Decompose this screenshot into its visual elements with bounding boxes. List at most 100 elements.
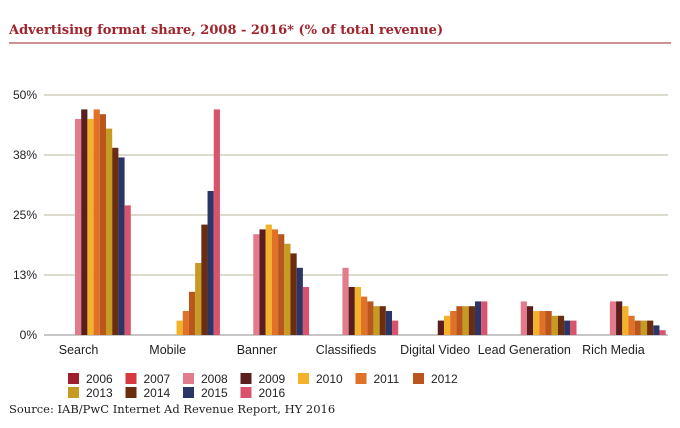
- bars: [75, 109, 666, 336]
- bar-banner-2015: [296, 267, 303, 335]
- legend-swatch: [183, 373, 194, 384]
- legend-item-2013: 2013: [68, 386, 113, 400]
- legend-swatch: [240, 373, 252, 384]
- bar-rich-media-2010: [622, 306, 629, 335]
- bar-digital-video-2010: [443, 315, 451, 335]
- y-tick-label: 25%: [13, 208, 37, 222]
- bar-search-2010: [87, 119, 94, 335]
- legend-item-2011: 2011: [355, 372, 400, 386]
- legend-swatch: [68, 387, 79, 398]
- bar-lead-generation-2016: [570, 320, 577, 335]
- legend-label: 2007: [144, 372, 171, 386]
- bar-search-2016: [124, 205, 131, 335]
- legend-item-2015: 2015: [183, 386, 228, 400]
- legend-swatch: [125, 387, 137, 398]
- bar-banner-2011: [271, 229, 279, 335]
- y-tick-label: 50%: [13, 88, 37, 102]
- category-label: Classifieds: [316, 343, 376, 357]
- bar-classifieds-2015: [385, 311, 393, 335]
- legend-label: 2016: [259, 386, 286, 400]
- bar-lead-generation-2015: [564, 320, 571, 335]
- bar-search-2014: [112, 147, 119, 335]
- bar-digital-video-2011: [450, 311, 457, 335]
- bar-search-2008: [75, 119, 82, 335]
- category-label: Digital Video: [400, 343, 470, 357]
- bar-rich-media-2012: [634, 320, 641, 335]
- y-axis-ticks: 0% 13% 25% 38% 50%: [13, 88, 37, 342]
- bar-rich-media-2009: [616, 301, 623, 335]
- x-axis-labels: Search Mobile Banner Classifieds Digital Vid…: [59, 343, 645, 357]
- legend-label: 2013: [86, 386, 113, 400]
- legend-label: 2014: [144, 386, 171, 400]
- legend-swatch: [298, 373, 309, 384]
- bar-mobile-2015: [207, 191, 214, 335]
- y-tick-label: 0%: [20, 328, 38, 342]
- bar-lead-generation-2012: [545, 311, 552, 335]
- bar-classifieds-2013: [373, 306, 380, 335]
- bar-rich-media-2013: [640, 320, 648, 335]
- gridlines: [44, 94, 668, 336]
- legend-swatch: [68, 373, 79, 384]
- category-label: Lead Generation: [478, 343, 571, 357]
- bar-search-2012: [99, 114, 106, 335]
- bar-digital-video-2016: [481, 301, 488, 335]
- legend-item-2009: 2009: [240, 372, 286, 386]
- bar-banner-2016: [302, 287, 310, 335]
- bar-search-2011: [93, 109, 100, 336]
- legend-label: 2006: [86, 372, 113, 386]
- bar-search-2009: [81, 109, 88, 336]
- bar-banner-2009: [259, 229, 266, 335]
- bar-mobile-2012: [188, 291, 196, 335]
- bar-rich-media-2008: [609, 301, 617, 335]
- legend-label: 2010: [316, 372, 343, 386]
- bar-lead-generation-2013: [551, 315, 558, 335]
- category-label: Rich Media: [582, 343, 645, 357]
- bar-digital-video-2009: [437, 320, 444, 335]
- bar-rich-media-2016: [659, 330, 666, 335]
- y-tick-label: 13%: [13, 268, 37, 282]
- legend-swatch: [240, 387, 252, 398]
- bar-classifieds-2009: [348, 287, 355, 335]
- legend-item-2010: 2010: [298, 372, 343, 386]
- legend: 2006 2007 2008 2009 2010 2011 2012 2013 2014 2015…: [68, 372, 458, 400]
- category-label: Banner: [237, 343, 277, 357]
- bar-banner-2008: [253, 234, 260, 335]
- bar-lead-generation-2014: [557, 315, 565, 335]
- legend-item-2016: 2016: [240, 386, 286, 400]
- bar-classifieds-2011: [361, 296, 368, 335]
- bar-classifieds-2012: [367, 301, 374, 335]
- bar-classifieds-2008: [342, 267, 349, 335]
- bar-mobile-2013: [195, 263, 202, 335]
- y-tick-label: 38%: [13, 148, 37, 162]
- bar-banner-2012: [278, 234, 285, 335]
- bar-digital-video-2013: [462, 306, 469, 335]
- bar-mobile-2014: [201, 224, 208, 335]
- legend-swatch: [125, 373, 137, 384]
- category-label: Mobile: [149, 343, 186, 357]
- legend-item-2012: 2012: [413, 372, 458, 386]
- bar-mobile-2011: [182, 311, 189, 335]
- bar-digital-video-2012: [456, 306, 463, 335]
- legend-swatch: [413, 373, 424, 384]
- bar-mobile-2016: [213, 109, 220, 336]
- bar-digital-video-2014: [468, 306, 475, 335]
- bar-rich-media-2014: [647, 320, 654, 335]
- bar-classifieds-2010: [354, 287, 362, 335]
- bar-rich-media-2015: [653, 325, 660, 335]
- chart-title: Advertising format share, 2008 - 2016* (…: [8, 23, 443, 38]
- bar-banner-2013: [284, 243, 291, 335]
- bar-classifieds-2016: [392, 320, 399, 335]
- legend-item-2007: 2007: [125, 372, 171, 386]
- bar-classifieds-2014: [379, 306, 386, 335]
- bar-lead-generation-2009: [526, 306, 534, 335]
- source-note: Source: IAB/PwC Internet Ad Revenue Repo…: [9, 402, 335, 416]
- bar-lead-generation-2010: [533, 311, 540, 335]
- legend-label: 2011: [374, 372, 400, 386]
- legend-item-2014: 2014: [125, 386, 171, 400]
- legend-label: 2015: [201, 386, 228, 400]
- legend-swatch: [183, 387, 194, 398]
- legend-label: 2009: [259, 372, 286, 386]
- bar-search-2015: [118, 157, 125, 335]
- bar-lead-generation-2008: [520, 301, 527, 335]
